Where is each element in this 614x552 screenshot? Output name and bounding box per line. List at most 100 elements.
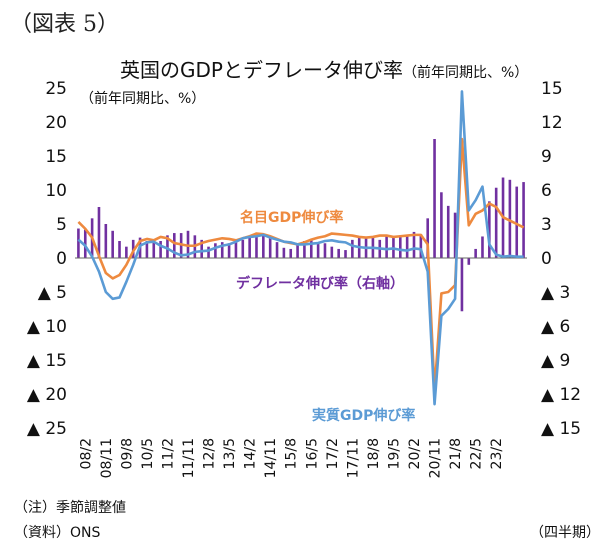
x-tick-label: 15/8 [284,438,300,469]
right-tick-label: 9 [541,147,552,167]
x-tick: 21/8 [448,438,464,469]
deflator-bar [111,230,114,258]
deflator-bar [446,205,450,258]
right-axis-ticks: 15 12 9 6 3 0 ▲ 3 ▲ 6 ▲ 9 ▲ 12 ▲ 15 [541,79,581,439]
x-tick-label: 08/11 [99,438,115,478]
left-axis-ticks: 25 20 15 10 5 0 ▲ 5 ▲ 10 ▲ 15 ▲ 20 ▲ 25 [27,79,67,439]
deflator-bar [303,241,306,258]
deflator-bar [262,234,265,258]
x-tick: 15/8 [284,438,300,469]
x-tick: 11/11 [181,438,197,478]
x-tick: 20/11 [428,438,444,478]
deflator-bar [351,239,354,258]
x-tick-label: 20/11 [428,438,444,478]
deflator-bar [494,187,498,258]
x-tick: 19/5 [386,438,402,469]
source-text: （資料）ONS [14,525,101,541]
deflator-bar [104,224,108,258]
deflator-bar [220,242,224,258]
x-tick-label: 14/11 [263,438,279,478]
deflator-bar [241,239,245,258]
deflator-bar [207,246,210,258]
left-tick-label: 5 [56,215,67,235]
real-gdp-line [77,90,524,406]
deflator-bar [426,218,429,258]
deflator-bar [118,241,121,258]
deflator-bar [268,237,272,258]
x-axis-ticks: 08/2 08/11 09/8 10/5 11/2 11/11 12/8 13/5 14/2 14… [78,438,505,478]
x-tick-label: 19/5 [386,438,402,469]
deflator-bar [337,248,340,258]
left-axis-unit: （前年同期比、%） [80,91,206,107]
deflator-bar [166,235,169,258]
annotation-real: 実質GDP伸び率 [312,407,415,424]
right-tick-label: 3 [541,215,552,235]
right-tick-label: ▲ 12 [541,385,581,405]
x-tick: 13/5 [222,438,238,469]
deflator-bar [125,246,128,258]
deflator-bar [385,235,388,258]
deflator-bar [186,230,190,258]
chart-title: 英国のGDPとデフレータ伸び率（前年同期比、%） [120,54,528,83]
deflator-bar [289,248,293,258]
deflator-bar [152,239,156,258]
x-tick: 09/8 [119,438,135,469]
x-tick: 18/8 [366,438,382,469]
deflator-bar [405,235,409,258]
figure-label: （図表 5） [10,12,119,37]
x-tick: 20/2 [407,438,423,469]
deflator-bar [309,239,313,258]
annotation-deflator: デフレータ伸び率（右軸） [236,275,404,292]
deflator-bar [97,207,101,258]
x-tick: 10/5 [140,438,156,469]
deflator-bar [460,258,464,312]
right-tick-label: 12 [541,113,563,133]
deflator-bar [344,250,347,258]
deflator-bar [248,237,251,258]
deflator-bar [481,236,484,258]
deflator-bar [399,235,402,258]
deflator-bar [323,243,327,258]
right-tick-label: ▲ 3 [541,283,570,303]
left-tick-label: 15 [45,147,67,167]
left-tick-label: 20 [45,113,67,133]
x-tick: 14/11 [263,438,279,478]
x-tick: 16/5 [304,438,320,469]
deflator-bar [453,212,457,258]
right-tick-label: 15 [541,79,563,99]
left-tick-label: 10 [45,181,67,201]
deflator-bar [77,228,80,258]
deflator-bar [255,235,258,258]
right-tick-label: ▲ 15 [541,419,581,439]
x-tick-label: 10/5 [140,438,156,469]
deflator-bar [433,139,436,258]
deflator-bar [173,233,176,258]
x-tick-label: 14/2 [243,438,259,469]
x-tick: 08/11 [99,438,115,478]
x-tick: 14/2 [243,438,259,469]
deflator-bar [419,234,423,258]
annotation-nominal: 名目GDP伸び率 [240,209,343,226]
deflator-bar [412,231,416,258]
gdp-lines [77,90,525,406]
deflator-bar [145,241,149,258]
x-tick: 08/2 [78,438,94,469]
deflator-bar [214,243,217,258]
deflator-bar [515,186,519,258]
x-tick-label: 23/2 [489,438,505,469]
left-tick-label: ▲ 25 [27,419,67,439]
deflator-bar [467,258,471,265]
x-tick: 12/8 [202,438,218,469]
x-tick-label: 08/2 [78,438,94,469]
x-tick-label: 17/11 [345,438,361,478]
deflator-bar [282,247,286,258]
note-text: （注）季節調整値 [14,500,126,516]
x-tick-label: 16/5 [304,438,320,469]
deflator-bar [522,182,525,258]
right-tick-label: ▲ 9 [541,351,570,371]
x-tick: 22/5 [469,438,485,469]
left-tick-label: 25 [45,79,67,99]
chart-title-unit: （前年同期比、%） [402,65,529,81]
left-tick-label: ▲ 15 [27,351,67,371]
